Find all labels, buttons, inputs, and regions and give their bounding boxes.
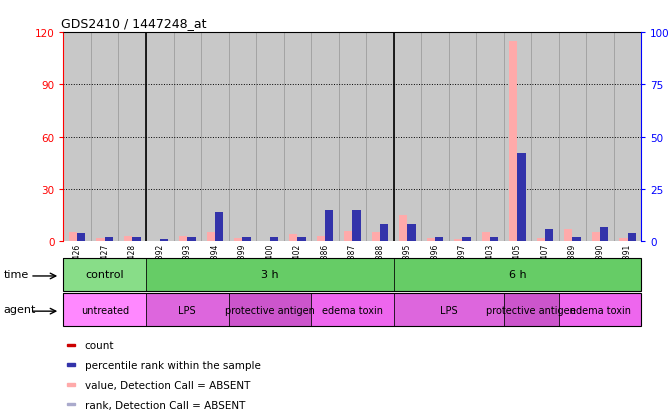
Text: control: control xyxy=(86,270,124,280)
Bar xyxy=(371,233,380,242)
Bar xyxy=(146,258,393,291)
Bar xyxy=(509,42,518,242)
Bar xyxy=(132,237,140,242)
Text: percentile rank within the sample: percentile rank within the sample xyxy=(85,360,261,370)
Bar xyxy=(504,33,531,242)
Bar xyxy=(427,238,435,242)
Bar xyxy=(77,233,86,242)
Bar xyxy=(67,383,75,386)
Text: rank, Detection Call = ABSENT: rank, Detection Call = ABSENT xyxy=(85,400,245,410)
Bar xyxy=(353,210,361,242)
Bar xyxy=(289,235,297,242)
Bar xyxy=(284,33,311,242)
Bar xyxy=(325,210,333,242)
Bar xyxy=(146,293,228,326)
Bar xyxy=(179,236,187,242)
Text: 3 h: 3 h xyxy=(261,270,279,280)
Text: time: time xyxy=(3,270,29,280)
Text: edema toxin: edema toxin xyxy=(322,305,383,315)
Bar xyxy=(558,293,641,326)
Bar xyxy=(558,33,587,242)
Text: agent: agent xyxy=(3,305,35,315)
Bar xyxy=(63,293,146,326)
Bar xyxy=(201,33,228,242)
Bar xyxy=(118,33,146,242)
Bar xyxy=(518,154,526,242)
Text: LPS: LPS xyxy=(178,305,196,315)
Bar xyxy=(454,240,462,242)
Bar xyxy=(393,293,504,326)
Bar xyxy=(63,33,91,242)
Bar xyxy=(317,236,325,242)
Bar xyxy=(242,237,250,242)
Bar xyxy=(206,233,215,242)
Bar xyxy=(215,212,223,242)
Bar xyxy=(476,33,504,242)
Bar xyxy=(380,225,388,242)
Text: LPS: LPS xyxy=(440,305,458,315)
Bar xyxy=(67,363,75,366)
Bar xyxy=(146,33,174,242)
Bar xyxy=(564,230,572,242)
Bar xyxy=(435,237,443,242)
Bar xyxy=(91,33,118,242)
Bar xyxy=(256,33,284,242)
Bar xyxy=(311,33,339,242)
Bar xyxy=(270,237,278,242)
Bar xyxy=(572,237,580,242)
Bar xyxy=(482,233,490,242)
Text: protective antigen: protective antigen xyxy=(225,305,315,315)
Bar xyxy=(174,33,201,242)
Bar xyxy=(462,237,471,242)
Bar xyxy=(592,233,600,242)
Bar xyxy=(67,403,75,406)
Bar xyxy=(619,238,627,242)
Bar xyxy=(399,216,407,242)
Bar xyxy=(124,236,132,242)
Bar xyxy=(69,233,77,242)
Bar xyxy=(421,33,449,242)
Bar xyxy=(407,225,415,242)
Text: count: count xyxy=(85,340,114,350)
Bar xyxy=(96,238,105,242)
Bar xyxy=(587,33,614,242)
Text: untreated: untreated xyxy=(81,305,129,315)
Bar xyxy=(311,293,393,326)
Text: protective antigen: protective antigen xyxy=(486,305,576,315)
Bar xyxy=(614,33,641,242)
Bar xyxy=(393,258,641,291)
Bar xyxy=(545,229,553,242)
Bar xyxy=(600,227,609,242)
Bar xyxy=(536,238,545,242)
Bar xyxy=(366,33,393,242)
Bar xyxy=(393,33,421,242)
Text: value, Detection Call = ABSENT: value, Detection Call = ABSENT xyxy=(85,380,250,390)
Bar xyxy=(187,237,196,242)
Text: edema toxin: edema toxin xyxy=(570,305,631,315)
Text: GDS2410 / 1447248_at: GDS2410 / 1447248_at xyxy=(61,17,206,30)
Bar xyxy=(105,237,113,242)
Bar xyxy=(67,344,75,346)
Bar xyxy=(160,240,168,242)
Bar xyxy=(234,238,242,242)
Bar xyxy=(449,33,476,242)
Bar xyxy=(344,231,353,242)
Bar xyxy=(504,293,558,326)
Bar xyxy=(63,258,146,291)
Bar xyxy=(339,33,366,242)
Bar xyxy=(627,233,636,242)
Bar xyxy=(228,33,256,242)
Bar xyxy=(490,237,498,242)
Bar xyxy=(228,293,311,326)
Bar xyxy=(531,33,558,242)
Bar xyxy=(297,237,305,242)
Text: 6 h: 6 h xyxy=(508,270,526,280)
